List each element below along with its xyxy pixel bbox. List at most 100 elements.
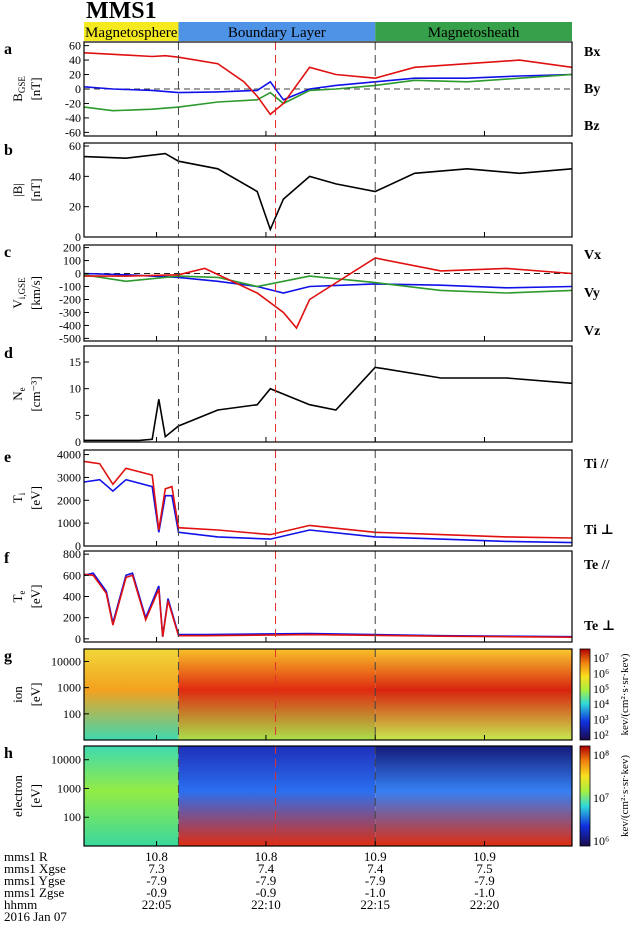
panel-a-legend-2: Bz [584, 119, 600, 134]
panel-h-yunit: [eV] [28, 784, 43, 808]
panel-d-ylabel-main: N [10, 391, 25, 401]
panel-c-ytick-label-4: -200 [59, 292, 81, 306]
panel-f: f 800 600 400 200 0 Te [eV] Te // Te ⊥ [4, 547, 615, 646]
panel-c-legend-1: Vy [584, 286, 600, 301]
panel-g-colorbar-tick-1: 10⁶ [593, 666, 609, 680]
panel-a-ytick-label-4: -20 [65, 96, 81, 110]
panel-e-ytick-label-2: 2000 [57, 493, 81, 507]
panel-g-colorbar-label: kev/(cm²·s·sr·kev) [619, 653, 631, 735]
panel-f-ylabel: Te [10, 591, 27, 603]
panel-c-ytick-label-6: -400 [59, 318, 81, 332]
panel-a-ytick-label-6: -60 [65, 125, 81, 139]
panel-h-band-0 [84, 746, 179, 846]
footer-label-0: mms1 R [4, 849, 48, 864]
region-1-label: Boundary Layer [228, 25, 326, 41]
panel-e-ylabel-main: T [10, 495, 25, 503]
panel-f-frame [83, 550, 573, 643]
region-bar: Magnetosphere Boundary Layer Magnetosheath [84, 22, 572, 41]
panel-a-ylabel-main: B [10, 93, 25, 102]
panel-b-ytick-label-3: 0 [75, 230, 81, 244]
panel-c-ytick-label-2: 0 [75, 267, 81, 281]
panel-a-ytick-label-3: 0 [75, 82, 81, 96]
panel-d-ylabel: Ne [10, 387, 27, 400]
panel-g-colorbar-tick-3: 10⁴ [593, 697, 609, 711]
panel-h-ylabel-main: electron [10, 775, 25, 817]
panel-b-yunit: [nT] [28, 178, 43, 201]
panel-d-series-line [84, 366, 572, 442]
panel-a-ytick-label-0: 60 [69, 39, 81, 53]
panel-e-ytick-label-0: 4000 [57, 448, 81, 462]
panel-f-series-te- [84, 573, 572, 638]
panel-f-ytick-label-3: 200 [63, 611, 81, 625]
panel-e-letter: e [4, 449, 11, 466]
panel-b-letter: b [4, 142, 13, 159]
panel-h-band-2 [375, 746, 572, 846]
region-0-band [84, 22, 179, 41]
panel-f-ylabel-sub: e [17, 591, 27, 595]
panel-d-ytick-label-3: 0 [75, 435, 81, 449]
panel-e-series-ti- [84, 478, 572, 544]
footer-value-0-2: -7.9 [146, 873, 167, 888]
panel-d-yunit: [cm⁻³] [28, 376, 43, 411]
panel-h-colorbar-tick-0: 10⁸ [593, 748, 609, 762]
footer-value-3-1: 7.5 [476, 861, 492, 876]
panel-a-ylabel: BGSE [10, 76, 27, 102]
footer-value-0-3: -0.9 [146, 885, 167, 900]
panel-c-ytick-label-1: 100 [63, 254, 81, 268]
region-0-label: Magnetosphere [85, 25, 178, 41]
panel-h-ytick-label-1: 1000 [57, 781, 81, 795]
panel-g-yunit: [eV] [28, 683, 43, 707]
footer-value-2-4: 22:15 [360, 897, 390, 912]
footer-value-3-4: 22:20 [470, 897, 500, 912]
panel-g-colorbar-tick-2: 10⁵ [593, 682, 609, 696]
panel-c-yunit: [km/s] [28, 276, 43, 310]
footer-value-2-2: -7.9 [365, 873, 386, 888]
panel-h-colorbar-label: kev/(cm²·s·sr·kev) [619, 755, 631, 837]
panel-h-ylabel: electron [10, 775, 25, 817]
panel-f-series-te- [84, 572, 572, 638]
region-2-band [375, 22, 572, 41]
panel-g-ytick-label-1: 1000 [57, 681, 81, 695]
panel-g-letter: g [4, 648, 12, 665]
panel-a-ytick-label-5: -40 [65, 111, 81, 125]
panel-c-series-vy [84, 274, 572, 294]
figure-title: MMS1 [86, 0, 157, 24]
footer-label-1: mms1 Xgse [4, 861, 66, 876]
panel-c-legend-0: Vx [584, 248, 601, 263]
panel-d: d 15 10 5 0 Ne [cm⁻³] [4, 345, 573, 449]
panel-h-letter: h [4, 745, 13, 762]
panel-g-colorbar-tick-0: 10⁷ [593, 651, 609, 665]
panel-c-ylabel-sub: i,GSE [17, 277, 27, 299]
panel-g-band-1 [178, 649, 376, 740]
footer-value-1-2: -7.9 [256, 873, 277, 888]
panel-d-ytick-label-2: 5 [75, 408, 81, 422]
panel-b-ytick-label-1: 40 [69, 169, 81, 183]
panel-b-frame [83, 142, 573, 238]
region-2-label: Magnetosheath [428, 25, 520, 41]
panel-e-ytick-label-1: 3000 [57, 470, 81, 484]
panel-d-ytick-label-0: 15 [69, 355, 81, 369]
panel-b-ylabel: |B| [10, 183, 25, 197]
panel-c-ytick-label-0: 200 [63, 241, 81, 255]
panel-e-frame [83, 449, 573, 547]
panel-g-ylabel-main: ion [10, 686, 25, 703]
footer-value-2-0: 10.9 [364, 849, 387, 864]
panel-f-ylabel-main: T [10, 594, 25, 602]
panel-g-band-0 [84, 649, 179, 740]
panel-d-frame [83, 345, 573, 443]
panel-a-series-bz [84, 52, 572, 116]
footer-value-1-0: 10.8 [255, 849, 278, 864]
panel-e-ylabel-sub: i [17, 492, 27, 495]
panel-g-colorbar-tick-4: 10³ [593, 713, 609, 727]
panel-b-series-line [84, 152, 572, 232]
panel-a-legend-0: Bx [584, 45, 600, 60]
panel-e-ytick-label-4: 0 [75, 539, 81, 553]
panel-g-ytick-label-2: 100 [63, 707, 81, 721]
panel-h: h 10000 1000 100 10⁸ 10⁷ 10⁶ kev/(cm²·s·sr·kev)… [4, 745, 631, 848]
panel-g-colorbar-tick-5: 10² [593, 728, 609, 742]
panel-f-legend-1: Te ⊥ [584, 619, 615, 634]
panel-f-ytick-label-0: 800 [63, 547, 81, 561]
